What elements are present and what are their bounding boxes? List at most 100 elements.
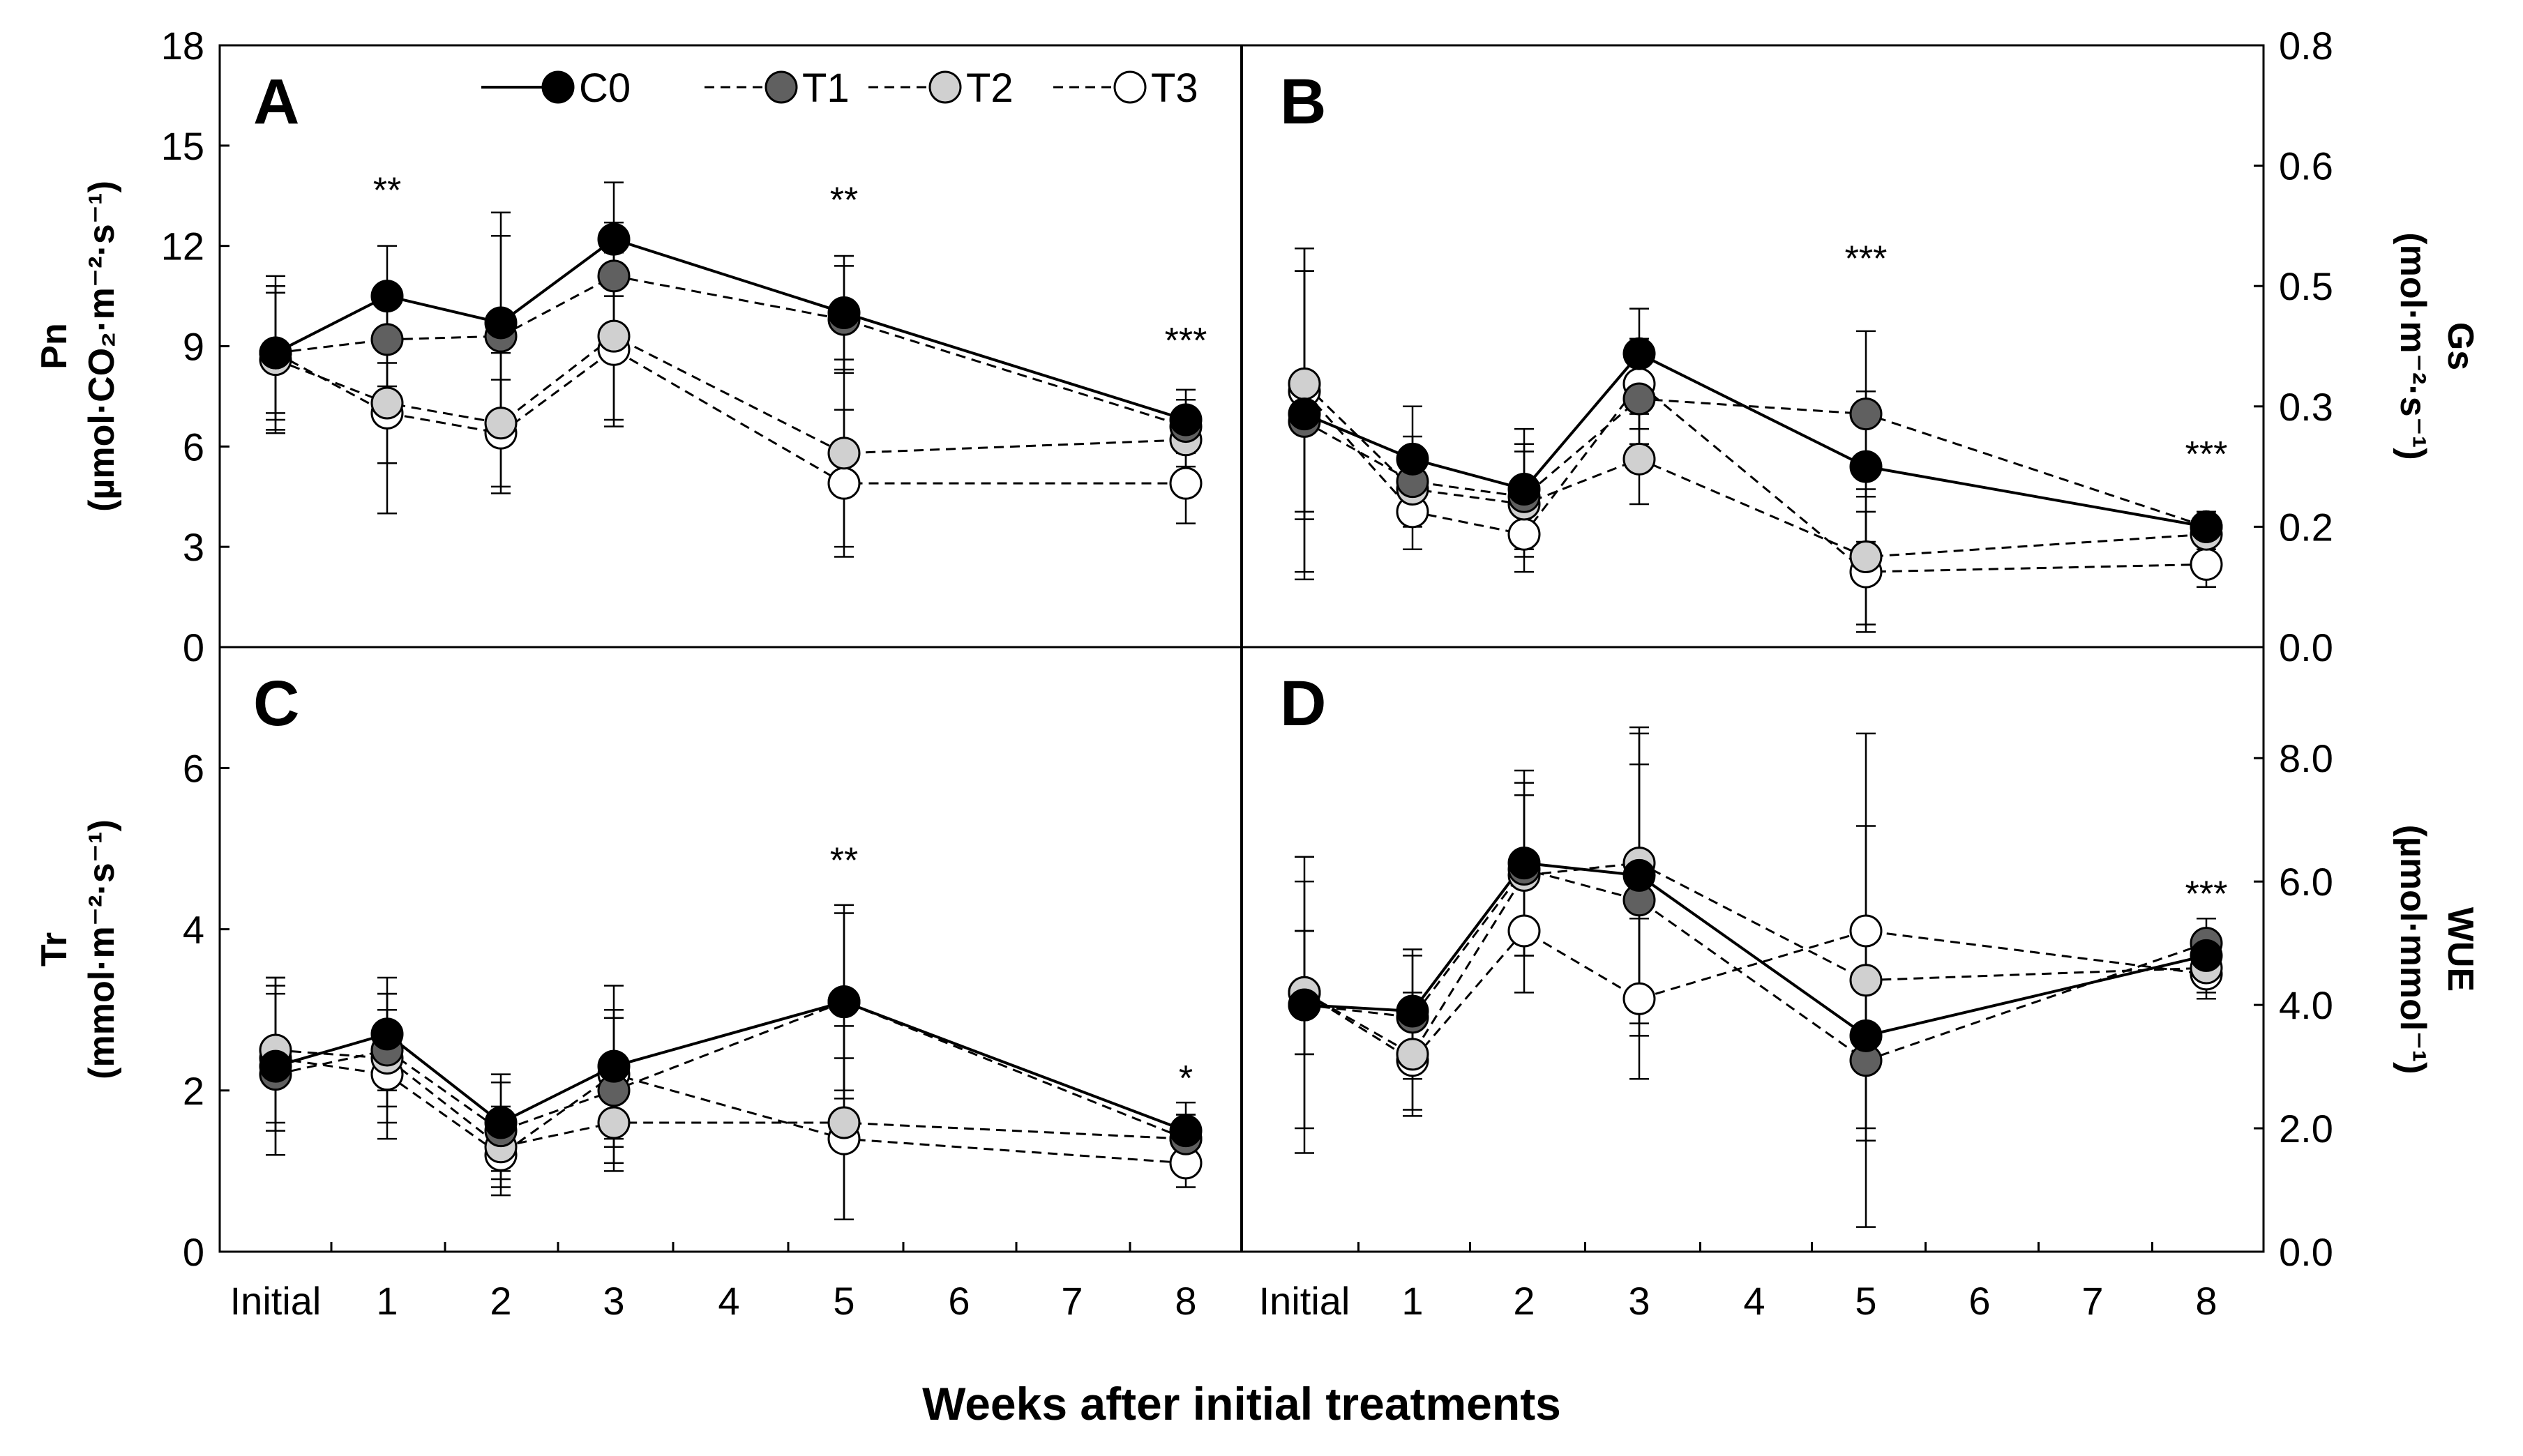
- panel-C-ylabel-line: Tr: [34, 932, 75, 966]
- panel-A-point-t1: [370, 323, 404, 356]
- panel-A-point-t2: [484, 407, 518, 440]
- panel-D-series-t3-line: [1304, 930, 2207, 1062]
- panel-D-ytick-label: 2.0: [2279, 1107, 2333, 1151]
- right-x-xtick-label: 6: [1968, 1279, 1990, 1323]
- panel-C-point-c0: [597, 1049, 631, 1083]
- panel-B-series-c0-line: [1304, 351, 2207, 529]
- panel-A-ylabel-line: (µmol·CO₂·m⁻²·s⁻¹): [82, 181, 122, 512]
- panel-A-ylabel-line: Pn: [34, 323, 75, 369]
- panel-B-series-t1-line: [1304, 397, 2207, 528]
- right-x-xtick-label: 4: [1743, 1279, 1765, 1323]
- panel-A-point-t3: [827, 467, 861, 500]
- panel-A-significance: **: [373, 170, 401, 211]
- panel-A-series-t3-line: [275, 348, 1186, 485]
- panel-A-point-c0: [597, 222, 631, 256]
- panel-B-ytick-label: 0.3: [2279, 385, 2333, 429]
- panel-D-ytick-label: 4.0: [2279, 983, 2333, 1027]
- panel-D-point-c0: [1622, 858, 1656, 892]
- panel-B-label: B: [1280, 66, 1326, 137]
- legend-marker-t3: [1113, 70, 1147, 104]
- panel-D-label: D: [1280, 668, 1326, 739]
- panel-B-series-t2-line: [1303, 383, 2207, 559]
- left-x-xtick-label: 6: [948, 1279, 970, 1323]
- text-layer: Initial 1 2 3 4 5 6 7 8 Initial 1 2 3 4 5 6 7 80369121518…: [34, 24, 2480, 1323]
- panel-D-point-t3: [1507, 914, 1541, 948]
- right-x-xtick-label: Initial: [1259, 1279, 1350, 1323]
- panel-B-point-t2: [1288, 367, 1321, 400]
- panel-A-point-t2: [827, 437, 861, 470]
- left-x-xtick-label: 1: [376, 1279, 398, 1323]
- panel-D-series-t2-line: [1304, 862, 2207, 1056]
- panel-B-ytick-label: 0.5: [2279, 264, 2333, 308]
- left-x-xtick-label: 4: [718, 1279, 739, 1323]
- panel-A-point-t2: [370, 386, 404, 420]
- panel-B-point-t1: [1622, 382, 1656, 416]
- panel-D-point-c0: [1396, 994, 1429, 1028]
- panel-A-ytick-label: 3: [183, 525, 204, 569]
- x-axis-title: Weeks after initial treatments: [922, 1378, 1561, 1430]
- panel-D-ylabel: WUE(µmol·mmol⁻¹): [2393, 825, 2480, 1075]
- legend-label-c0: C0: [579, 66, 631, 111]
- panel-A-point-c0: [259, 336, 292, 370]
- panel-A-significance: **: [830, 181, 858, 221]
- panel-A-significance: ***: [1165, 321, 1207, 361]
- panel-D-point-c0: [1849, 1019, 1883, 1052]
- panel-B-point-t3: [2190, 547, 2223, 581]
- panel-D-point-t3: [1849, 914, 1883, 948]
- panel-frames: [218, 44, 2265, 1253]
- right-x-xtick-label: 8: [2195, 1279, 2217, 1323]
- panel-B-ytick-label: 0.6: [2279, 144, 2333, 188]
- panel-B-ylabel: Gs(mol·m⁻²·s⁻¹): [2393, 232, 2480, 460]
- panel-D-ylabel-line: WUE: [2440, 907, 2480, 992]
- panel-A-ytick-label: 12: [161, 225, 204, 268]
- right-x-xtick-label: 1: [1401, 1279, 1423, 1323]
- panel-C-significance: **: [830, 841, 858, 881]
- panel-C-series-t2-line: [275, 1049, 1187, 1148]
- panel-A-ytick-label: 18: [161, 24, 204, 68]
- panel-B-point-c0: [1288, 397, 1321, 431]
- panel-B-significance: ***: [1845, 239, 1888, 280]
- left-x-xtick-label: 8: [1175, 1279, 1196, 1323]
- panel-A-ytick-label: 0: [183, 625, 204, 669]
- panel-B-point-t2: [1622, 442, 1656, 476]
- panel-B-ytick-label: 0.0: [2279, 625, 2333, 669]
- panel-D-point-t2: [1849, 964, 1883, 997]
- panel-D-point-c0: [1288, 988, 1321, 1022]
- panel-D-point-c0: [2190, 939, 2223, 972]
- panel-B-point-c0: [1622, 337, 1656, 370]
- panel-D-significance: ***: [2185, 874, 2228, 915]
- panel-D-ytick-label: 6.0: [2279, 860, 2333, 904]
- panel-B-significance: ***: [2185, 434, 2228, 475]
- panel-C-ylabel-line: (mmol·m⁻²·s⁻¹): [82, 819, 122, 1079]
- panel-D-point-t3: [1622, 982, 1656, 1015]
- legend-marker-t2: [928, 70, 962, 104]
- legend-label-t1: T1: [802, 66, 850, 111]
- panel-C-label: C: [253, 668, 299, 739]
- panel-B-ytick-label: 0.8: [2279, 24, 2333, 68]
- panel-A-point-c0: [1169, 403, 1203, 437]
- panel-C-point-c0: [370, 1017, 404, 1051]
- left-x-xtick-label: 7: [1061, 1279, 1083, 1323]
- panel-A-label: A: [253, 66, 299, 137]
- panel-D-ytick-label: 8.0: [2279, 736, 2333, 780]
- panel-B-series-t3-line: [1303, 382, 2207, 573]
- right-x-xtick-label: 3: [1628, 1279, 1650, 1323]
- left-x-xtick-label: 3: [603, 1279, 624, 1323]
- panel-C-ylabel: Tr (mmol·m⁻²·s⁻¹): [34, 819, 122, 1079]
- panel-B-ylabel-line: Gs: [2440, 322, 2480, 370]
- panel-B-point-t2: [1849, 540, 1883, 574]
- legend-label-t3: T3: [1151, 66, 1198, 111]
- panel-D-ylabel-line: (µmol·mmol⁻¹): [2393, 825, 2433, 1075]
- panel-C-ytick-label: 0: [183, 1230, 204, 1274]
- panel-C-point-c0: [827, 985, 861, 1019]
- right-x-xtick-label: 5: [1855, 1279, 1876, 1323]
- panel-C-ytick-label: 6: [183, 746, 204, 790]
- panel-C-point-c0: [484, 1106, 518, 1139]
- panel-D-ytick-label: 0.0: [2279, 1230, 2333, 1274]
- legend-marker-c0: [541, 70, 575, 104]
- panel-A-ytick-label: 15: [161, 124, 204, 168]
- panel-A-ytick-label: 9: [183, 325, 204, 369]
- panel-B-point-c0: [2190, 510, 2223, 543]
- panel-A-ylabel: Pn (µmol·CO₂·m⁻²·s⁻¹): [34, 181, 122, 512]
